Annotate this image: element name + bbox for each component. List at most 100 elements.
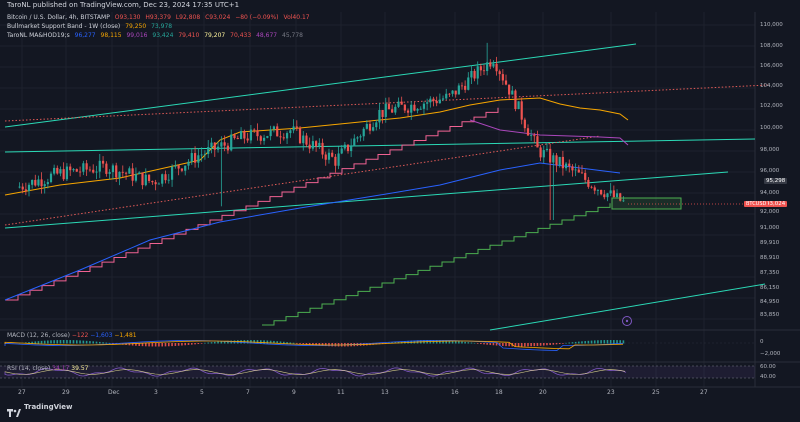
candle-body [88,169,92,171]
macd-histogram-bar [259,340,262,344]
candle-body [587,179,590,187]
candle-body [448,93,451,95]
candle-body [561,156,564,169]
macd-histogram-bar [530,343,532,347]
legend-main: Bitcoin / U.S. Dollar, 4h, BITSTAMP O93,… [7,14,313,21]
rsi-axis-hi: 60.00 [760,364,776,370]
price-axis-label: 89,910 [760,240,780,246]
macd-histogram-bar [590,340,593,344]
candle-body [520,101,523,120]
candle-body [236,138,239,140]
macd-histogram-bar [502,343,504,346]
macd-histogram-bar [527,343,529,347]
candle-body [340,148,343,154]
macd-histogram-bar [131,343,134,346]
macd-histogram-bar [597,340,599,344]
candle-body [243,131,246,139]
candle-body [85,163,88,170]
chart-header: TaroNL published on TradingView.com, Dec… [0,0,800,12]
candle-body [46,182,49,185]
candle-body [200,154,203,156]
price-axis-label: 92,000 [760,209,780,215]
macd-histogram-bar [82,340,85,344]
legend-ma-v6: 79,207 [204,32,226,39]
candle-body [216,146,220,150]
candle-body [542,150,545,158]
candle-body [210,142,213,148]
candle-body [164,174,167,181]
price-axis-label: 100,000 [760,125,783,131]
price-axis-label: 84,950 [760,299,780,305]
legend-ma-v4: 93,424 [152,32,174,39]
macd-histogram-bar [308,343,311,345]
macd-histogram-bar [141,343,144,347]
macd-histogram-bar [40,340,43,344]
macd-histogram-bar [562,343,564,344]
price-axis-label: 104,000 [760,83,783,89]
candle-body [353,138,356,147]
candle-body [180,168,184,171]
macd-histogram-bar [578,341,580,344]
price-axis-label: 108,000 [760,43,783,49]
candle-body [545,148,549,151]
candle-body [154,182,157,185]
legend-ma-v9: 45,778 [282,32,303,39]
macd-histogram-bar [154,343,157,347]
macd-histogram-bar [546,343,548,346]
price-axis-label: 87,350 [760,270,780,276]
macd-histogram-bar [552,343,555,345]
macd-histogram-bar [520,343,523,347]
macd-histogram-bar [85,340,88,344]
candle-body [108,172,111,174]
candle-body [141,172,144,186]
macd-histogram-bar [442,340,444,344]
candle-body [295,126,298,128]
macd-histogram-bar [609,340,612,344]
candle-body [56,167,59,174]
candle-body [533,135,536,137]
candle-body [422,103,426,109]
macd-histogram-bar [217,341,219,344]
candle-body [190,153,193,162]
candle-body [435,100,438,104]
candle-body [269,129,272,137]
macd-histogram-bar [204,342,206,344]
macd-v2: −1,603 [90,332,113,339]
date-axis-label: 29 [62,389,70,396]
candle-body [187,161,190,166]
candle-body [138,172,141,175]
candle-body [78,171,82,173]
macd-histogram-bar [451,340,454,344]
macd-histogram-bar [269,340,272,344]
candle-body [574,169,577,171]
macd-histogram-bar [187,343,190,345]
candle-body [511,90,514,95]
candle-body [517,101,520,110]
candle-body [457,85,460,95]
macd-histogram-bar [622,340,625,344]
candle-body [470,70,473,78]
candle-body [253,129,256,131]
macd-histogram-bar [489,343,492,345]
candle-body [486,62,489,71]
candle-body [282,137,285,139]
candle-body [266,136,269,138]
candle-body [558,156,561,166]
macd-line [4,340,624,351]
candle-body [438,99,441,104]
channel-upper-line [4,43,637,128]
macd-histogram-bar [448,340,451,344]
rsi-v1: 34.17 [52,365,70,372]
macd-histogram-bar [53,340,55,344]
macd-histogram-bar [174,343,177,346]
macd-histogram-bar [616,340,618,344]
candle-body [40,179,43,187]
macd-histogram-bar [194,343,196,345]
macd-histogram-bar [43,340,46,344]
candle-body [619,193,622,201]
candle-body [157,183,161,185]
candle-body [489,62,492,67]
candle-body [406,110,410,113]
candle-body [24,189,27,191]
